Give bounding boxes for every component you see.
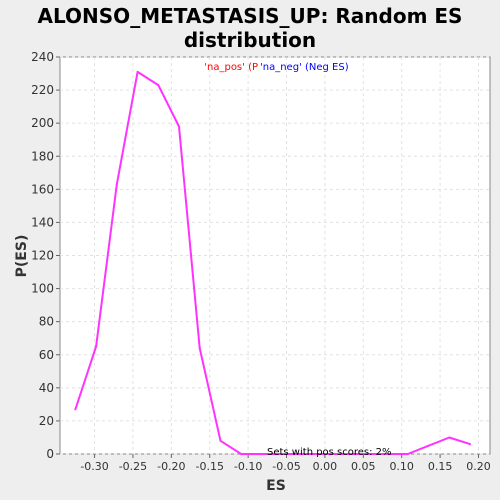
chart-title-line-1: ALONSO_METASTASIS_UP: Random ES xyxy=(37,4,463,28)
data-point xyxy=(95,345,98,348)
data-point xyxy=(406,453,409,455)
legend-pos-label: 'na_pos' (P xyxy=(204,62,258,73)
data-point xyxy=(219,439,222,442)
data-point xyxy=(323,453,326,455)
x-tick-label: 0.00 xyxy=(313,460,338,473)
x-axis-label: ES xyxy=(266,478,286,494)
data-point xyxy=(240,453,243,455)
y-tick-label: 40 xyxy=(39,381,54,395)
x-tick-label: 0.05 xyxy=(351,460,376,473)
y-tick-label: 240 xyxy=(31,50,54,64)
chart-title: ALONSO_METASTASIS_UP: Random ES distribu… xyxy=(0,4,500,52)
series-line xyxy=(74,70,471,455)
y-tick-label: 20 xyxy=(39,414,54,428)
chart-title-line-2: distribution xyxy=(183,28,317,52)
y-tick-label: 0 xyxy=(46,447,54,461)
y-tick-label: 220 xyxy=(31,83,54,97)
x-tick-label: -0.25 xyxy=(119,460,147,473)
data-point xyxy=(198,347,201,350)
plot-area xyxy=(59,56,491,455)
data-point xyxy=(469,443,472,446)
x-tick-label: -0.20 xyxy=(157,460,185,473)
y-axis-label: P(ES) xyxy=(14,235,30,278)
grid xyxy=(60,56,490,455)
y-tick-label: 180 xyxy=(31,149,54,163)
data-point xyxy=(178,125,181,128)
x-tick-label: 0.10 xyxy=(389,460,414,473)
legend-neg-label: 'na_neg' (Neg ES) xyxy=(260,62,349,73)
data-point xyxy=(344,453,347,455)
data-point xyxy=(157,84,160,87)
x-tick-label: -0.10 xyxy=(234,460,262,473)
data-point xyxy=(448,436,451,439)
y-tick-label: 140 xyxy=(31,215,54,229)
y-tick-label: 120 xyxy=(31,249,54,263)
data-point xyxy=(281,453,284,455)
data-point xyxy=(74,408,77,411)
y-tick-label: 100 xyxy=(31,282,54,296)
sets-annotation: Sets with pos scores: 2% xyxy=(267,447,392,458)
data-point xyxy=(427,444,430,447)
y-tick-label: 80 xyxy=(39,315,54,329)
x-tick-label: 0.20 xyxy=(466,460,491,473)
data-point xyxy=(386,453,389,455)
series-layer xyxy=(74,70,472,455)
y-tick-label: 200 xyxy=(31,116,54,130)
y-tick-label: 60 xyxy=(39,348,54,362)
x-tick-label: 0.15 xyxy=(428,460,453,473)
x-tick-label: -0.30 xyxy=(80,460,108,473)
x-tick-label: -0.05 xyxy=(272,460,300,473)
data-point xyxy=(136,70,139,73)
axes: 0 20 40 60 80 100 120 140 160 180 200 220 240 -0.30 -0… xyxy=(31,50,491,473)
data-point xyxy=(115,183,118,186)
x-tick-label: -0.15 xyxy=(195,460,223,473)
y-tick-label: 160 xyxy=(31,182,54,196)
data-point xyxy=(260,453,263,455)
data-point xyxy=(302,453,305,455)
data-point xyxy=(365,453,368,455)
